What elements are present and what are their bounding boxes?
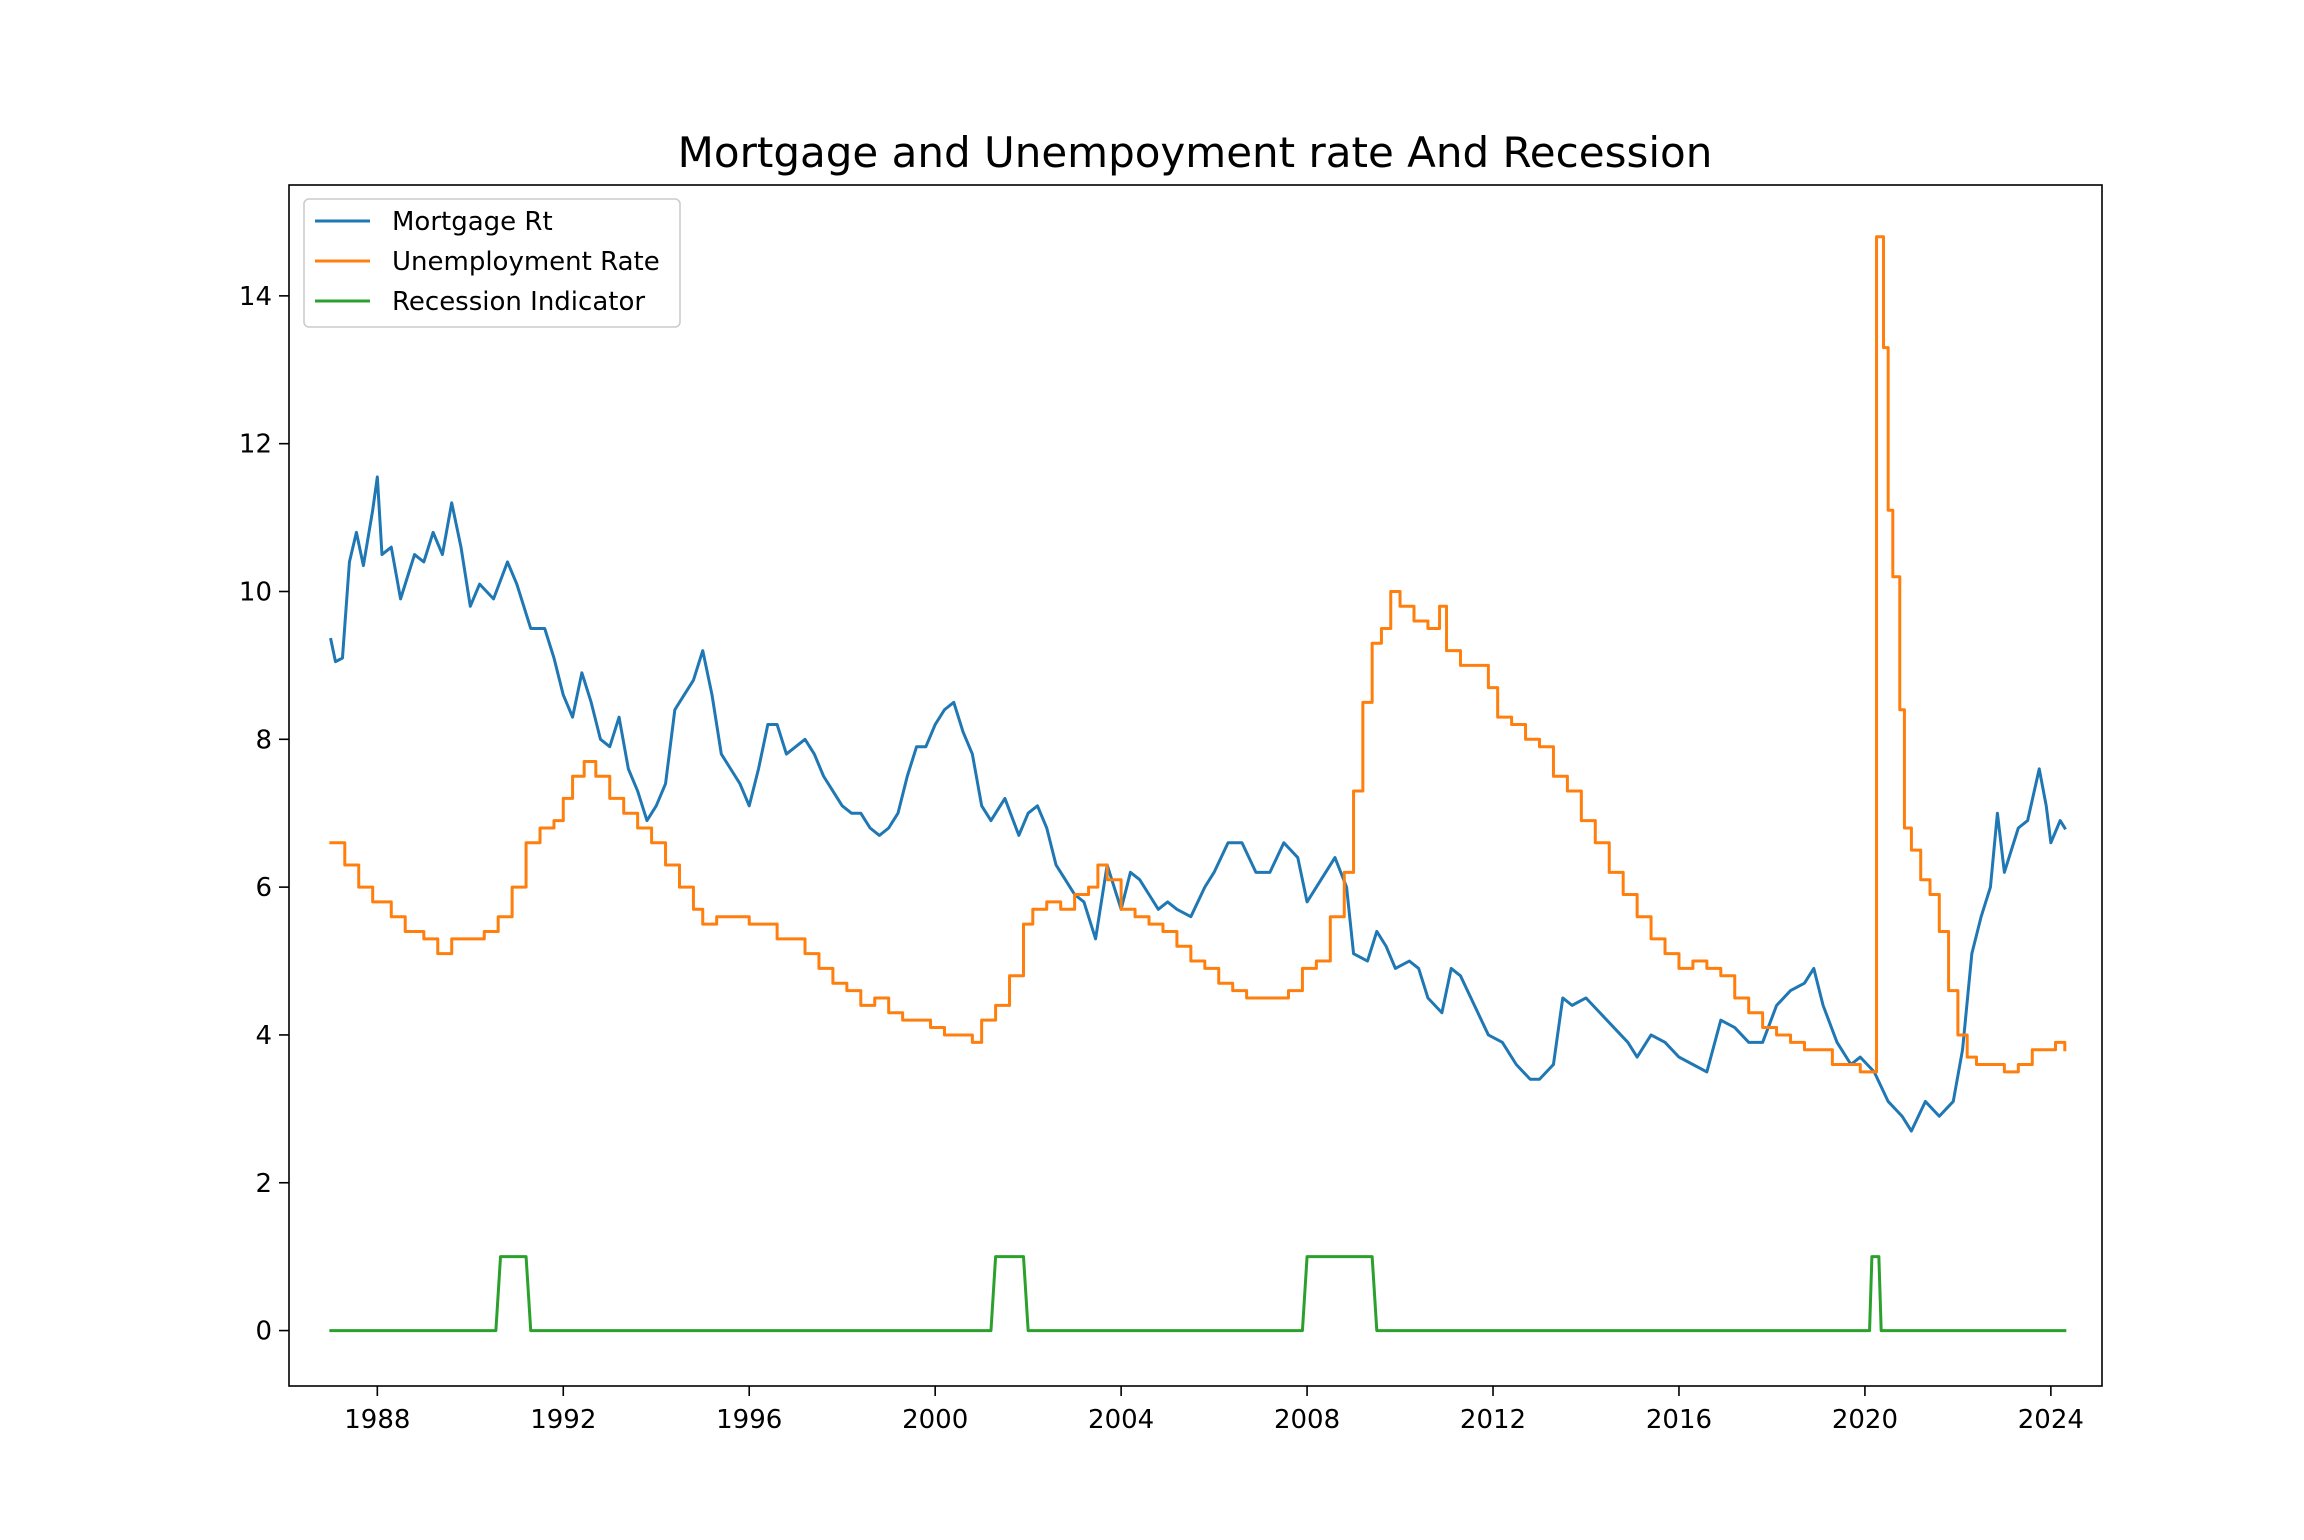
y-tick-label: 0	[255, 1317, 272, 1347]
x-tick-label: 2012	[1460, 1405, 1526, 1435]
x-tick-label: 1988	[344, 1405, 410, 1435]
legend-label-2: Recession Indicator	[392, 287, 645, 317]
y-tick-label: 2	[255, 1169, 272, 1199]
y-tick-label: 6	[255, 873, 272, 903]
axes-layer: 1988 1992 1996 2000 2004 2008 2012 2016 2020 2024…	[239, 282, 2084, 1435]
x-tick-label: 1996	[716, 1405, 782, 1435]
series-line-2	[329, 1255, 2067, 1333]
series-layer	[329, 235, 2067, 1333]
legend-label-0: Mortgage Rt	[392, 207, 553, 237]
x-tick-label: 2020	[1832, 1405, 1898, 1435]
y-tick-label: 14	[239, 282, 272, 312]
y-tick-label: 8	[255, 725, 272, 755]
x-tick-label: 1992	[530, 1405, 596, 1435]
x-tick-label: 2004	[1088, 1405, 1154, 1435]
legend-box	[303, 198, 681, 328]
y-tick-label: 4	[255, 1021, 272, 1051]
y-tick-label: 10	[239, 577, 272, 607]
legend-label-1: Unemployment Rate	[392, 247, 660, 277]
series-line-1	[329, 235, 2067, 1074]
legend: Mortgage Rt Unemployment Rate Recession In…	[303, 198, 681, 328]
x-tick-label: 2000	[902, 1405, 968, 1435]
x-tick-label: 2016	[1646, 1405, 1712, 1435]
x-tick-label: 2024	[2018, 1405, 2084, 1435]
chart-title: Mortgage and Unempoyment rate And Recess…	[678, 128, 1713, 177]
y-tick-label: 12	[239, 430, 272, 460]
x-tick-label: 2008	[1274, 1405, 1340, 1435]
plot-frame	[288, 184, 2103, 1387]
